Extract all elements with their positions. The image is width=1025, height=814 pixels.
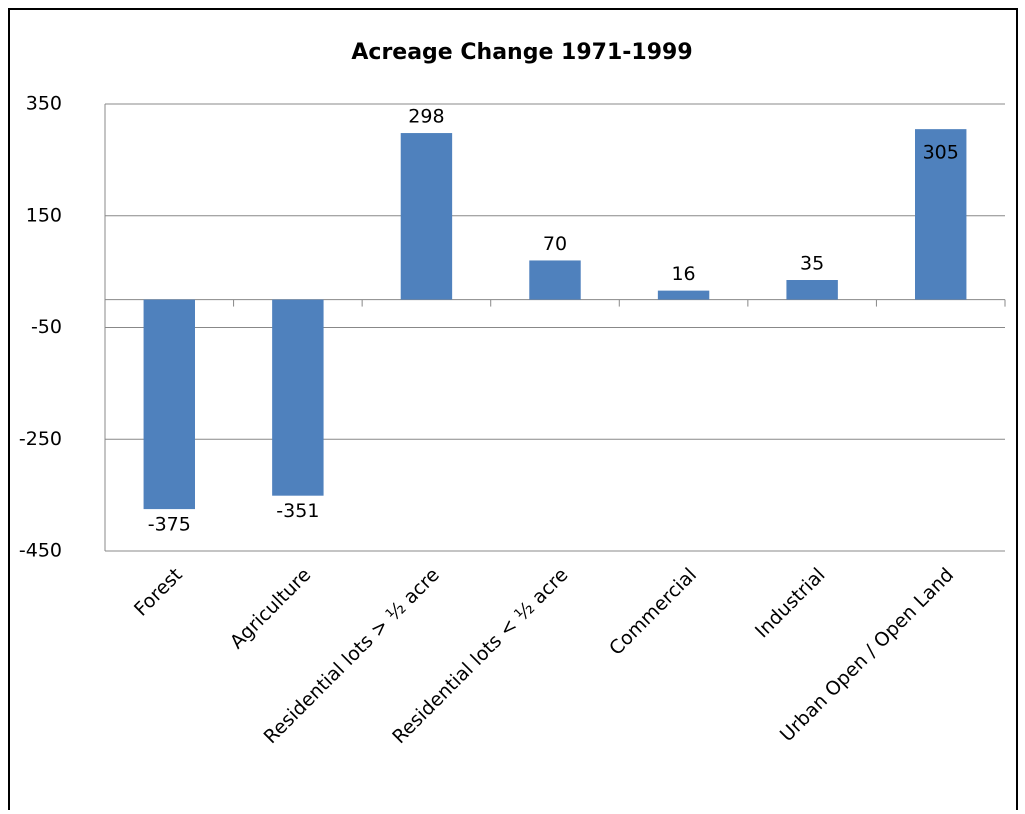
bar bbox=[915, 129, 967, 300]
y-tick-label: 350 bbox=[26, 93, 62, 115]
bar bbox=[657, 290, 710, 300]
data-label: 298 bbox=[408, 106, 444, 128]
data-label: 305 bbox=[923, 142, 959, 164]
bar bbox=[272, 299, 324, 496]
data-label: 16 bbox=[671, 263, 695, 285]
chart-title: Acreage Change 1971-1999 bbox=[351, 40, 692, 65]
y-tick-label: -450 bbox=[19, 540, 62, 562]
data-label: 70 bbox=[543, 233, 567, 255]
bar bbox=[786, 280, 838, 300]
bar bbox=[143, 299, 195, 510]
data-label: -351 bbox=[276, 500, 319, 522]
bar bbox=[400, 133, 453, 300]
bar bbox=[529, 260, 581, 300]
data-label: -375 bbox=[148, 514, 191, 536]
data-label: 35 bbox=[800, 253, 824, 275]
y-tick-label: -250 bbox=[19, 428, 62, 450]
y-tick-label: -50 bbox=[31, 316, 62, 338]
y-tick-label: 150 bbox=[26, 204, 62, 226]
